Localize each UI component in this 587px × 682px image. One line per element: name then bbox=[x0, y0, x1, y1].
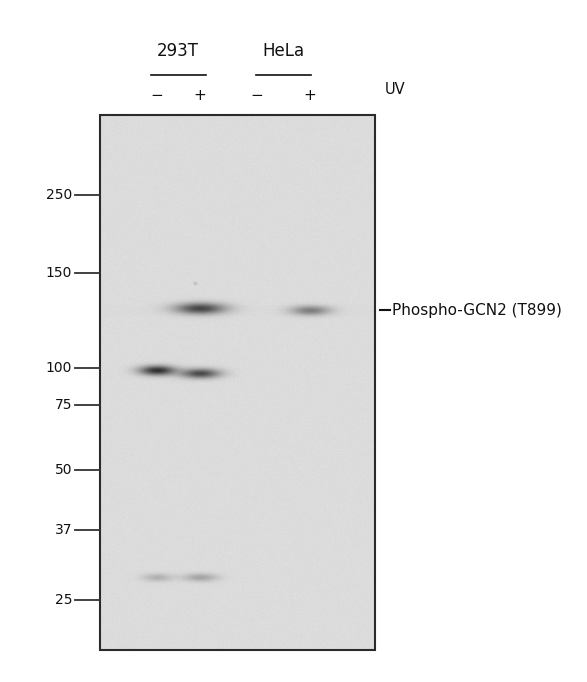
Text: +: + bbox=[194, 87, 207, 102]
Text: 50: 50 bbox=[55, 463, 72, 477]
Text: +: + bbox=[303, 87, 316, 102]
Text: −: − bbox=[151, 87, 163, 102]
Text: 100: 100 bbox=[46, 361, 72, 375]
Text: 25: 25 bbox=[55, 593, 72, 607]
Text: UV: UV bbox=[385, 83, 406, 98]
Text: Phospho-GCN2 (T899): Phospho-GCN2 (T899) bbox=[392, 303, 562, 318]
Text: 150: 150 bbox=[46, 266, 72, 280]
Text: 293T: 293T bbox=[157, 42, 199, 60]
Text: 250: 250 bbox=[46, 188, 72, 202]
Bar bbox=[100, 115, 375, 650]
Text: 75: 75 bbox=[55, 398, 72, 412]
Text: HeLa: HeLa bbox=[262, 42, 304, 60]
Text: −: − bbox=[251, 87, 264, 102]
Text: 37: 37 bbox=[55, 523, 72, 537]
